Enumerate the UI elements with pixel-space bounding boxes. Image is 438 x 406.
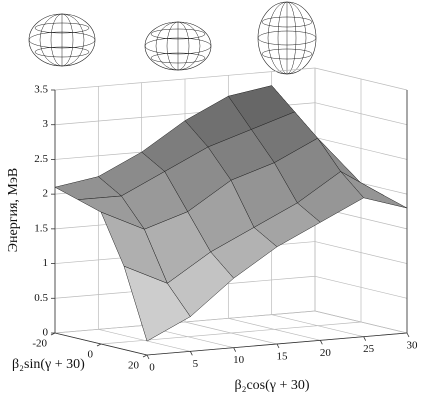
x-tick-label: 30: [407, 340, 419, 352]
z-tick-label: 0: [43, 327, 49, 339]
x-tick: [233, 347, 237, 352]
z-tick-label: 1: [43, 257, 49, 269]
surface-patch: [123, 265, 191, 342]
y-axis-title: β₂sin(γ + 30): [12, 357, 85, 372]
y-tick: [96, 343, 102, 347]
y-tick: [142, 354, 148, 358]
z-tick-label: 1.5: [34, 222, 48, 234]
x-tick: [276, 343, 280, 349]
x-tick-label: 20: [320, 347, 332, 359]
y-tick-label: 0: [88, 349, 94, 361]
z-axis-title: Энергия, МэВ: [6, 168, 21, 252]
x-tick: [363, 336, 367, 341]
y-tick-label: 20: [128, 360, 140, 372]
grid-line: [54, 310, 316, 334]
oblate-icon: [28, 13, 96, 67]
x-tick-label: 15: [277, 351, 289, 363]
x-tick-label: 5: [193, 358, 199, 370]
z-tick-label: 2.5: [34, 153, 48, 165]
z-tick-label: 2: [43, 188, 49, 200]
prolate-icon: [257, 1, 317, 75]
oblate-icon-2: [144, 21, 212, 71]
x-tick-label: 0: [149, 362, 155, 374]
x-tick: [319, 340, 323, 345]
x-tick-label: 25: [363, 343, 375, 355]
x-tick: [146, 354, 150, 360]
y-tick-label: -20: [32, 338, 47, 350]
x-tick-label: 10: [233, 354, 245, 366]
x-tick: [189, 351, 193, 356]
z-tick-label: 3.5: [34, 84, 48, 96]
grid-line: [100, 321, 362, 345]
x-axis-title: β₂cos(γ + 30): [234, 378, 309, 393]
x-tick: [406, 332, 410, 338]
z-tick-label: 3: [43, 118, 49, 130]
shape-icons: [28, 1, 317, 75]
y-tick: [50, 332, 56, 336]
z-tick-label: 0.5: [34, 292, 48, 304]
